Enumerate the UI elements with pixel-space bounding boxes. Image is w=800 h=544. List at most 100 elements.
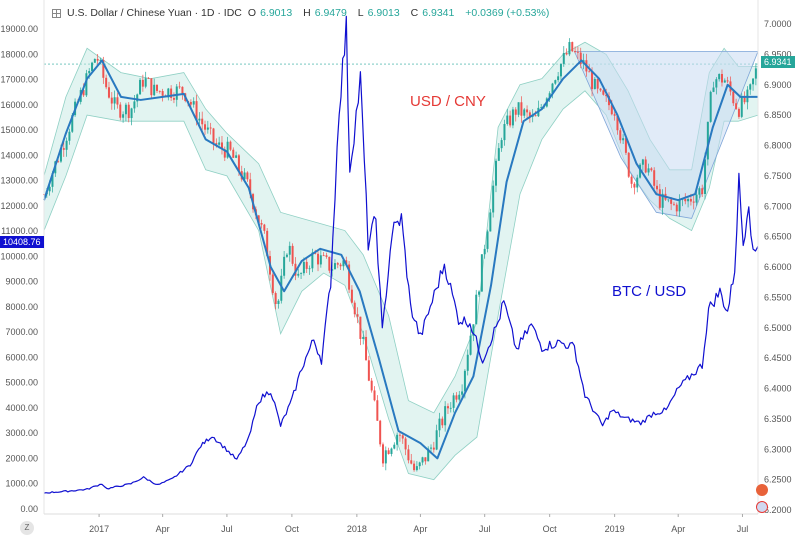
- candle-body: [99, 60, 102, 61]
- candle-body: [483, 248, 486, 255]
- time-tick-label: Jul: [479, 524, 491, 534]
- time-tick-label: Jul: [221, 524, 233, 534]
- candle-body: [740, 96, 743, 117]
- candle-body: [271, 274, 274, 294]
- right-tick-label: 6.5000: [764, 323, 792, 333]
- candle-body: [57, 161, 60, 163]
- candle-body: [139, 79, 142, 95]
- event-flag-icon[interactable]: [756, 501, 768, 513]
- candle-body: [308, 268, 311, 270]
- candle-body: [500, 140, 503, 149]
- candle-body: [373, 390, 376, 401]
- time-tick-label: Oct: [543, 524, 558, 534]
- time-tick-label: Apr: [156, 524, 170, 534]
- candle-body: [398, 434, 401, 436]
- candle-body: [588, 71, 591, 73]
- candle-body: [506, 115, 509, 125]
- right-tick-label: 7.0000: [764, 19, 792, 29]
- candle-body: [144, 78, 147, 87]
- candle-body: [192, 101, 195, 105]
- candle-body: [413, 463, 416, 471]
- candle-body: [712, 87, 715, 92]
- candle-body: [257, 215, 260, 224]
- candle-body: [475, 294, 478, 325]
- moving-average: [43, 59, 758, 460]
- candle-body: [317, 253, 320, 265]
- candle-body: [172, 97, 175, 100]
- candle-body: [170, 88, 173, 98]
- candle-body: [376, 400, 379, 421]
- candle-body: [342, 260, 345, 267]
- candle-body: [48, 186, 51, 192]
- candle-body: [325, 255, 328, 257]
- candle-body: [735, 103, 738, 109]
- right-tick-label: 6.5500: [764, 292, 792, 302]
- candle-body: [737, 108, 740, 117]
- right-tick-label: 6.7000: [764, 201, 792, 211]
- candle-body: [384, 450, 387, 464]
- candle-body: [365, 336, 368, 361]
- candle-body: [283, 256, 286, 276]
- candle-body: [435, 430, 438, 450]
- candle-body: [333, 263, 336, 270]
- left-tick-label: 12000.00: [0, 201, 38, 211]
- candle-body: [300, 273, 303, 274]
- right-axis: 6.2000 6.2500 6.3000 6.3500 6.4000 6.4500 6.50…: [757, 0, 792, 515]
- btc-series: [43, 15, 759, 494]
- candle-body: [438, 418, 441, 431]
- candle-body: [446, 406, 449, 409]
- candle-body: [579, 52, 582, 64]
- candle-body: [277, 300, 280, 304]
- candle-body: [353, 302, 356, 315]
- left-tick-label: 10000.00: [0, 251, 38, 261]
- candle-body: [235, 155, 238, 158]
- candle-body: [302, 261, 305, 274]
- left-tick-label: 8000.00: [5, 302, 38, 312]
- candle-body: [636, 177, 639, 188]
- left-tick-label: 14000.00: [0, 150, 38, 160]
- candle-body: [161, 91, 164, 96]
- candle-body: [695, 194, 698, 203]
- candle-body: [96, 58, 99, 61]
- zoom-button[interactable]: Z: [20, 521, 34, 535]
- candle-body: [113, 97, 116, 104]
- candle-body: [263, 224, 266, 231]
- left-tick-label: 7000.00: [5, 327, 38, 337]
- right-tick-label: 6.4500: [764, 353, 792, 363]
- candle-body: [726, 80, 729, 82]
- candle-body: [297, 273, 300, 276]
- candle-body: [102, 60, 105, 78]
- event-flag-icon[interactable]: [756, 484, 768, 496]
- candle-body: [455, 395, 458, 400]
- candle-body: [658, 189, 661, 208]
- candle-body: [517, 102, 520, 115]
- collapse-legend-icon[interactable]: [52, 8, 61, 18]
- candle-body: [647, 168, 650, 173]
- candle-body: [639, 164, 642, 178]
- pattern-shape[interactable]: [573, 50, 759, 219]
- candle-body: [718, 74, 721, 80]
- candle-body: [444, 406, 447, 426]
- candle-body: [209, 127, 212, 129]
- candle-body: [752, 78, 755, 85]
- candle-body: [672, 203, 675, 205]
- usd-cny-annotation: USD / CNY: [410, 93, 486, 110]
- candle-body: [720, 74, 723, 83]
- left-axis: 0.00 1000.00 2000.00 3000.00 4000.00 5000.00 6…: [0, 0, 45, 514]
- candle-body: [650, 168, 653, 171]
- candle-body: [630, 176, 633, 184]
- candles: [43, 38, 757, 472]
- candle-body: [540, 107, 543, 108]
- candle-body: [418, 462, 421, 467]
- candle-body: [116, 97, 119, 105]
- candle-body: [404, 438, 407, 450]
- low-value: 6.9013: [367, 7, 400, 19]
- candle-body: [130, 108, 133, 119]
- candle-body: [206, 127, 209, 130]
- symbol-title[interactable]: U.S. Dollar / Chinese Yuan · 1D · IDC: [67, 7, 242, 19]
- candle-body: [472, 324, 475, 336]
- candle-body: [122, 114, 125, 118]
- candle-body: [667, 199, 670, 201]
